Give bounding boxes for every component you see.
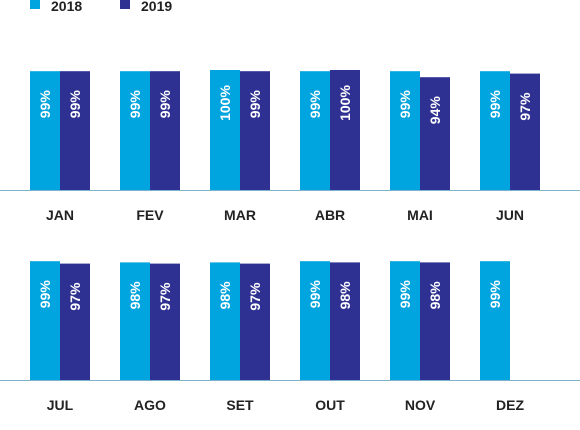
category-label-abr: ABR bbox=[315, 207, 345, 223]
bar-out-2019 bbox=[330, 262, 360, 380]
value-label-set-2018: 98% bbox=[217, 281, 233, 310]
value-label-out-2019: 98% bbox=[337, 281, 353, 310]
value-label-mai-2018: 99% bbox=[397, 90, 413, 119]
value-label-jan-2018: 99% bbox=[37, 90, 53, 119]
value-label-set-2019: 97% bbox=[247, 282, 263, 311]
value-label-nov-2018: 99% bbox=[397, 280, 413, 309]
category-label-out: OUT bbox=[315, 397, 345, 413]
bar-abr-2019 bbox=[330, 70, 360, 190]
chart-panel-2: 99% 97% JUL 98% 97% AGO 98% 97% SET 99% 98% OUT 99% 9… bbox=[0, 261, 580, 413]
value-label-ago-2019: 97% bbox=[157, 282, 173, 311]
value-label-jul-2018: 99% bbox=[37, 280, 53, 309]
category-label-jul: JUL bbox=[47, 397, 74, 413]
category-label-nov: NOV bbox=[405, 397, 436, 413]
category-label-set: SET bbox=[226, 397, 254, 413]
legend-label-2018: 2018 bbox=[51, 0, 82, 14]
category-label-jan: JAN bbox=[46, 207, 74, 223]
value-label-nov-2019: 98% bbox=[427, 281, 443, 310]
value-label-jun-2018: 99% bbox=[487, 90, 503, 119]
bar-mar-2018 bbox=[210, 70, 240, 190]
bar-ago-2018 bbox=[120, 262, 150, 380]
category-label-jun: JUN bbox=[496, 207, 524, 223]
bar-mai-2018 bbox=[390, 71, 420, 190]
bar-jan-2019 bbox=[60, 71, 90, 190]
bar-ago-2019 bbox=[150, 263, 180, 380]
chart-panel-1: 99% 99% JAN 99% 99% FEV 100% 99% MAR 99% 100% ABR 99… bbox=[0, 70, 580, 223]
chart-panels: 99% 99% JAN 99% 99% FEV 100% 99% MAR 99% 100% ABR 99… bbox=[0, 70, 580, 413]
category-label-fev: FEV bbox=[136, 207, 164, 223]
bar-set-2019 bbox=[240, 263, 270, 380]
legend-label-2019: 2019 bbox=[141, 0, 172, 14]
value-label-jan-2019: 99% bbox=[67, 90, 83, 119]
bar-nov-2018 bbox=[390, 261, 420, 380]
bar-mai-2019 bbox=[420, 77, 450, 190]
value-label-jun-2019: 97% bbox=[517, 92, 533, 121]
legend-swatch-2018 bbox=[30, 0, 40, 9]
value-label-mai-2019: 94% bbox=[427, 96, 443, 125]
value-label-abr-2018: 99% bbox=[307, 90, 323, 119]
legend-swatch-2019 bbox=[120, 0, 130, 9]
value-label-ago-2018: 98% bbox=[127, 281, 143, 310]
category-label-mai: MAI bbox=[407, 207, 433, 223]
category-label-dez: DEZ bbox=[496, 397, 524, 413]
bar-dez-2018 bbox=[480, 261, 510, 380]
bar-jun-2018 bbox=[480, 71, 510, 190]
value-label-abr-2019: 100% bbox=[337, 85, 353, 121]
value-label-mar-2019: 99% bbox=[247, 90, 263, 119]
bar-out-2018 bbox=[300, 261, 330, 380]
category-label-ago: AGO bbox=[134, 397, 166, 413]
value-label-dez-2018: 99% bbox=[487, 280, 503, 309]
bar-abr-2018 bbox=[300, 71, 330, 190]
bar-jul-2019 bbox=[60, 263, 90, 380]
value-label-mar-2018: 100% bbox=[217, 85, 233, 121]
value-label-jul-2019: 97% bbox=[67, 282, 83, 311]
bar-mar-2019 bbox=[240, 71, 270, 190]
category-label-mar: MAR bbox=[224, 207, 256, 223]
bar-jan-2018 bbox=[30, 71, 60, 190]
legend: 2018 2019 bbox=[30, 0, 172, 14]
bar-fev-2018 bbox=[120, 71, 150, 190]
bar-fev-2019 bbox=[150, 71, 180, 190]
bar-set-2018 bbox=[210, 262, 240, 380]
value-label-fev-2019: 99% bbox=[157, 90, 173, 119]
bar-jun-2019 bbox=[510, 73, 540, 190]
value-label-out-2018: 99% bbox=[307, 280, 323, 309]
bar-jul-2018 bbox=[30, 261, 60, 380]
value-label-fev-2018: 99% bbox=[127, 90, 143, 119]
bar-nov-2019 bbox=[420, 262, 450, 380]
